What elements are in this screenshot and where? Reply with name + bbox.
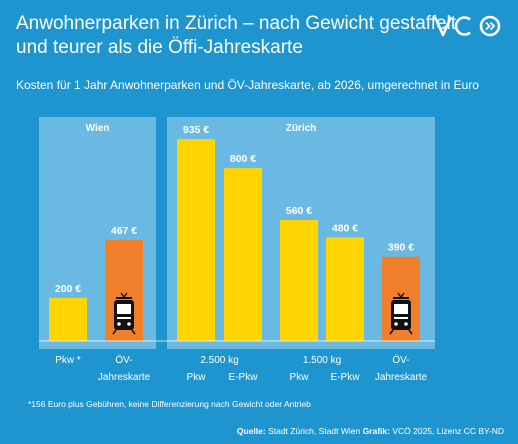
tick-label: Jahreskarte xyxy=(375,372,428,383)
tick-label: 2.500 kg xyxy=(200,355,238,366)
tick-label: ÖV- xyxy=(115,354,132,366)
page-title: Anwohnerparken in Zürich – nach Gewicht … xyxy=(16,12,457,60)
data-label: 800 € xyxy=(230,153,256,165)
data-label: 467 € xyxy=(111,225,137,237)
title-line-1: Anwohnerparken in Zürich – nach Gewicht … xyxy=(16,13,457,34)
vco-logo xyxy=(434,15,501,37)
bar xyxy=(280,220,318,341)
graphic-text: VCÖ 2025, Lizenz CC BY-ND xyxy=(392,426,504,436)
tick-label: Jahreskarte xyxy=(98,372,151,383)
data-label: 200 € xyxy=(55,283,81,295)
page-subtitle: Kosten für 1 Jahr Anwohnerparken und ÖV-… xyxy=(16,78,479,92)
tick-label: ÖV- xyxy=(392,354,409,366)
tick-label: 1.500 kg xyxy=(303,355,341,366)
footnote: *156 Euro plus Gebühren, keine Differenz… xyxy=(28,399,311,409)
source-credit: Quelle: Stadt Zürich, Stadt Wien Grafik:… xyxy=(237,426,504,436)
bar xyxy=(326,237,364,341)
data-label: 935 € xyxy=(183,124,209,136)
source-text: Stadt Zürich, Stadt Wien xyxy=(268,426,361,436)
graphic-label: Grafik: xyxy=(362,426,390,436)
data-label: 390 € xyxy=(388,242,414,254)
bar xyxy=(224,168,262,341)
tram-icon xyxy=(112,292,136,335)
panel-title: Zürich xyxy=(286,123,317,134)
source-label: Quelle: xyxy=(236,426,266,436)
tick-label: E-Pkw xyxy=(229,372,259,383)
title-line-2: und teurer als die Öffi-Jahreskarte xyxy=(16,37,303,58)
panel-title: Wien xyxy=(86,123,110,134)
data-label: 560 € xyxy=(286,205,312,217)
bar xyxy=(177,139,215,341)
bar xyxy=(49,297,87,341)
tick-label: E-Pkw xyxy=(331,372,361,383)
bar-chart: Wien 200 € 467 € Zürich 935 € 800 € 560 € 480 €… xyxy=(39,117,435,383)
tick-label: Pkw xyxy=(290,372,310,383)
tick-label: Pkw xyxy=(187,372,207,383)
tram-icon xyxy=(389,292,413,335)
data-label: 480 € xyxy=(332,222,358,234)
tick-label: Pkw * xyxy=(55,355,81,366)
